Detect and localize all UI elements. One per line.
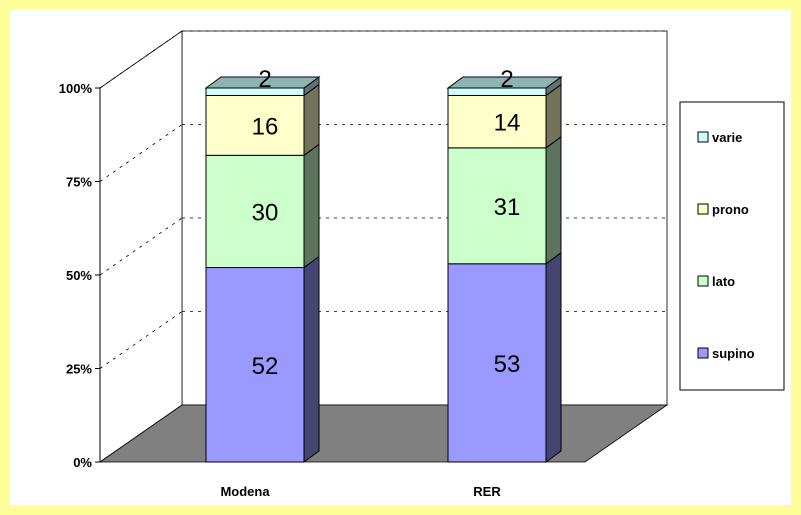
chart-legend: varie prono lato supino xyxy=(679,101,785,391)
data-label-varie: 2 xyxy=(258,66,271,93)
bar-segment-varie-front xyxy=(205,87,305,96)
bar-segment-lato-side xyxy=(545,135,562,265)
x-axis-labels: Modena RER xyxy=(220,484,501,499)
gridline-side xyxy=(99,217,183,276)
bar-segment-prono-front xyxy=(205,94,305,156)
legend-label-prono: prono xyxy=(712,202,749,217)
legend-label-varie: varie xyxy=(712,130,742,145)
bar-segment-supino-front xyxy=(205,267,305,463)
legend-swatch-supino xyxy=(697,347,709,359)
data-label-lato: 30 xyxy=(252,199,279,226)
legend-swatch-varie xyxy=(697,131,709,143)
bar-segment-supino-side xyxy=(545,251,562,463)
category-label: Modena xyxy=(220,484,270,499)
chart-floor xyxy=(98,404,669,463)
legend-swatch-lato xyxy=(697,275,709,287)
y-tick-label: 100% xyxy=(59,81,93,96)
bar-segment-varie-front xyxy=(447,87,547,96)
y-tick-label: 50% xyxy=(66,268,92,283)
chart-bars: 52 30 16 2 53 31 14 2 xyxy=(204,66,563,463)
data-label-prono: 16 xyxy=(252,113,279,140)
bar-top-face xyxy=(446,76,563,89)
bar-segment-prono-front xyxy=(447,94,547,149)
bar-segment-supino-side xyxy=(303,255,320,463)
gridline-side xyxy=(99,30,183,89)
y-tick-label: 25% xyxy=(66,362,92,377)
gridline-side xyxy=(99,124,183,182)
bar-segment-supino-front xyxy=(447,263,547,463)
gridline-side xyxy=(99,311,183,369)
data-label-supino: 52 xyxy=(252,353,279,380)
chart-walls xyxy=(98,30,669,463)
bar-segment-lato-side xyxy=(303,143,320,269)
data-label-lato: 31 xyxy=(494,194,521,221)
y-axis: 0% 25% 50% 75% 100% xyxy=(59,81,101,470)
y-tick-label: 0% xyxy=(73,455,92,470)
data-label-supino: 53 xyxy=(494,351,521,378)
bar-segment-prono-side xyxy=(303,83,320,157)
y-tick-label: 75% xyxy=(66,175,92,190)
chart-frame: 0% 25% 50% 75% 100% 52 30 16 2 53 31 14 2 Modena RER… xyxy=(10,10,791,505)
bar-top-face xyxy=(204,76,321,89)
legend-label-supino: supino xyxy=(712,346,755,361)
category-label: RER xyxy=(473,484,501,499)
legend-swatch-prono xyxy=(697,203,709,215)
stacked-bar-chart: 0% 25% 50% 75% 100% 52 30 16 2 53 31 14 2 Modena RER… xyxy=(59,30,785,499)
legend-box xyxy=(679,101,785,391)
data-label-prono: 14 xyxy=(494,110,521,137)
legend-label-lato: lato xyxy=(712,274,735,289)
data-label-varie: 2 xyxy=(500,66,513,93)
